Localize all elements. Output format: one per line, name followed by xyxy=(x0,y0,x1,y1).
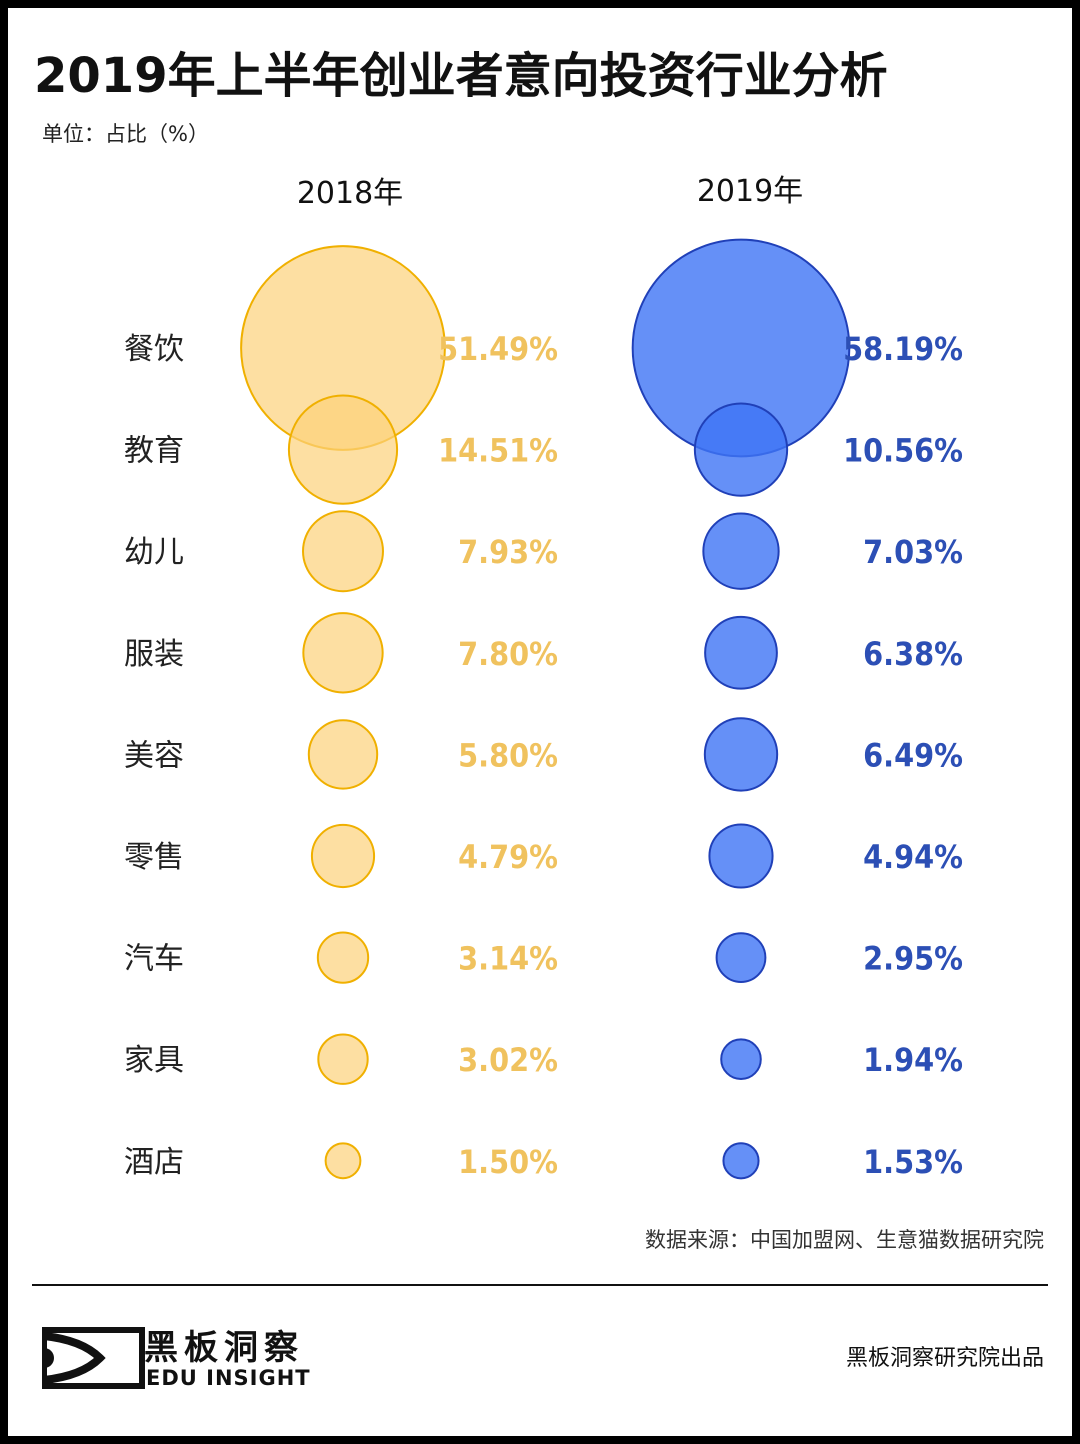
bubble-1-7 xyxy=(720,1038,762,1080)
category-label: 幼儿 xyxy=(124,535,184,570)
unit-label: 单位：占比（%） xyxy=(42,122,209,146)
infographic xyxy=(8,8,1072,1436)
bubble-1-2 xyxy=(702,512,780,590)
value-label: 3.02% xyxy=(458,1041,558,1079)
brand-name-en: EDU INSIGHT xyxy=(146,1366,311,1390)
bubble-1-3 xyxy=(704,615,778,690)
value-label: 14.51% xyxy=(438,432,558,470)
value-label: 7.03% xyxy=(863,533,963,571)
divider xyxy=(32,1284,1048,1286)
brand-name-cn: 黑板洞察 xyxy=(144,1328,304,1368)
value-label: 6.38% xyxy=(863,635,963,673)
bubble-0-5 xyxy=(310,823,376,889)
bubble-0-1 xyxy=(287,394,399,505)
category-label: 汽车 xyxy=(124,942,184,977)
value-label: 1.50% xyxy=(458,1143,558,1181)
page-title: 2019年上半年创业者意向投资行业分析 xyxy=(34,48,888,104)
bubble-0-7 xyxy=(317,1033,369,1085)
bubble-1-6 xyxy=(715,932,767,983)
bubble-1-4 xyxy=(703,717,779,792)
category-label: 服装 xyxy=(124,637,184,672)
value-label: 7.80% xyxy=(458,635,558,673)
value-label: 58.19% xyxy=(843,330,963,368)
category-label: 教育 xyxy=(124,434,184,469)
value-label: 51.49% xyxy=(438,330,558,368)
bubble-0-2 xyxy=(302,510,384,593)
value-label: 6.49% xyxy=(863,736,963,774)
value-label: 5.80% xyxy=(458,736,558,774)
credit: 黑板洞察研究院出品 xyxy=(845,1346,1044,1371)
value-label: 10.56% xyxy=(843,432,963,470)
bubble-1-8 xyxy=(722,1142,760,1180)
series-header-2019: 2019年 xyxy=(696,174,804,209)
value-label: 4.94% xyxy=(863,838,963,876)
series-header-2018: 2018年 xyxy=(296,176,404,211)
category-label: 零售 xyxy=(124,840,184,875)
eye-logo-icon xyxy=(42,1327,145,1389)
category-label: 家具 xyxy=(124,1043,184,1078)
category-label: 酒店 xyxy=(124,1145,184,1180)
data-source: 数据来源：中国加盟网、生意猫数据研究院 xyxy=(645,1228,1044,1252)
value-label: 4.79% xyxy=(458,838,558,876)
bubble-0-4 xyxy=(307,719,379,790)
bubble-1-5 xyxy=(708,823,774,889)
value-label: 1.53% xyxy=(863,1143,963,1181)
bubble-1-1 xyxy=(693,402,789,497)
value-label: 1.94% xyxy=(863,1041,963,1079)
value-label: 3.14% xyxy=(458,940,558,978)
value-label: 7.93% xyxy=(458,533,558,571)
value-label: 2.95% xyxy=(863,940,963,978)
category-label: 美容 xyxy=(124,738,184,773)
bubble-0-8 xyxy=(324,1142,362,1180)
category-label: 餐饮 xyxy=(124,332,184,367)
bubble-0-3 xyxy=(302,612,384,694)
bubble-0-6 xyxy=(316,931,370,984)
